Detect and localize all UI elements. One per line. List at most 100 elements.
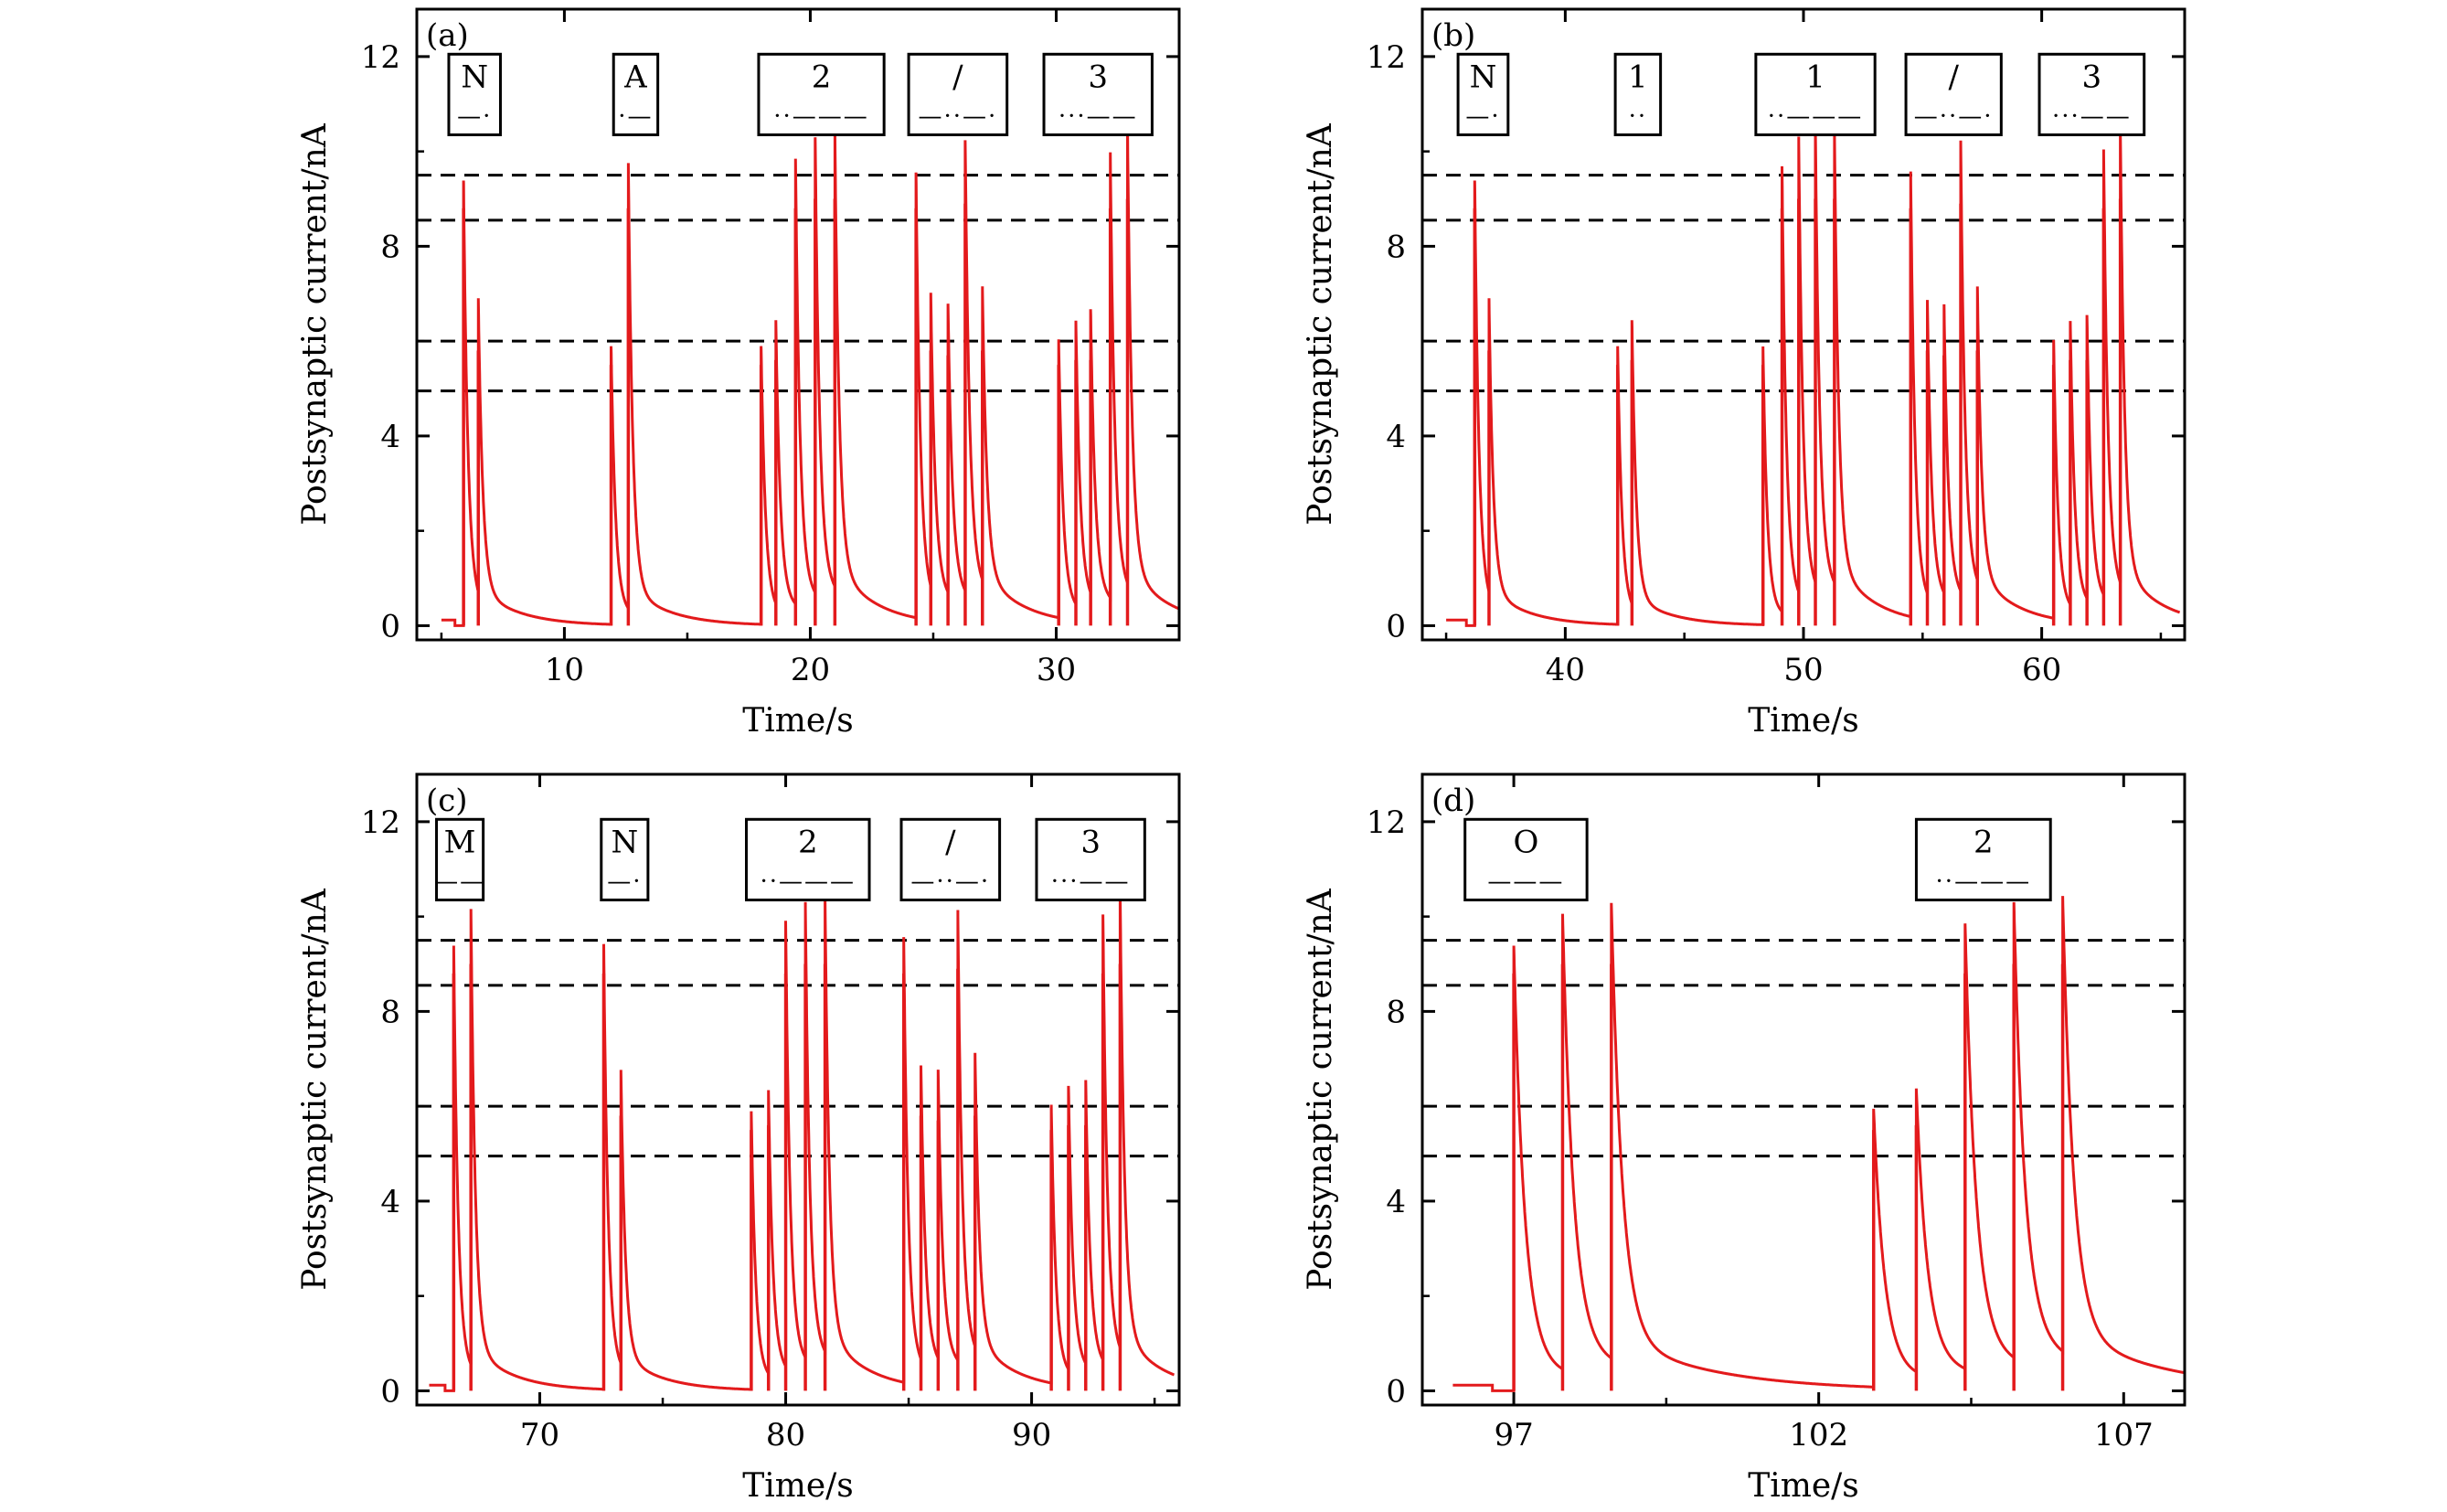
symbol-code: —— <box>434 868 485 895</box>
panel-label: (d) <box>1431 783 1475 819</box>
x-tick-label: 90 <box>1012 1417 1051 1453</box>
y-tick-label: 12 <box>1367 39 1406 76</box>
symbol-frame <box>447 52 502 136</box>
symbol-code: —· <box>457 102 492 130</box>
symbol-box: 3 ···—— <box>1042 52 1154 136</box>
x-axis-label: Time/s <box>1748 702 1859 740</box>
y-axis-label: Postsynaptic current/nA <box>1302 888 1339 1291</box>
symbol-letter: O <box>1513 824 1538 860</box>
y-tick-label: 0 <box>1386 608 1406 644</box>
x-tick-label: 60 <box>2022 652 2061 688</box>
symbol-box: O ——— <box>1463 817 1589 901</box>
symbol-frame <box>745 817 871 901</box>
panel-b: N —· 1 ·· 1 ··——— / —··—· 3 ···—— 0 4 8 12 40 50 60 (b) Ti… <box>1302 7 2186 740</box>
panel-c: M —— N —· 2 ··——— / —··—· 3 ···—— 0 4 8 12 70 80 90 (c) Ti… <box>296 772 1181 1505</box>
y-tick-label: 8 <box>1386 994 1406 1030</box>
symbol-letter: 1 <box>1628 59 1648 95</box>
panel-label: (a) <box>426 17 469 54</box>
symbol-box: 3 ···—— <box>2037 52 2146 136</box>
symbol-box: 2 ··——— <box>745 817 871 901</box>
y-tick-label: 8 <box>1386 229 1406 265</box>
current-trace <box>1446 126 2181 627</box>
y-tick-label: 12 <box>361 39 400 76</box>
symbol-letter: / <box>952 59 963 95</box>
x-tick-label: 50 <box>1783 652 1823 688</box>
symbol-code: —··—· <box>918 102 997 130</box>
symbol-letter: 3 <box>2082 59 2102 95</box>
symbol-letter: N <box>461 59 488 95</box>
panel-d: O ——— 2 ··——— 0 4 8 12 97 102 107 (d) Time/s Postsyna… <box>1302 772 2186 1505</box>
current-trace <box>429 892 1175 1392</box>
symbol-frame <box>1613 52 1663 136</box>
panel-label: (c) <box>426 783 468 819</box>
symbol-box: N —· <box>1456 52 1510 136</box>
symbol-box: / —··—· <box>1904 52 2003 136</box>
x-tick-label: 20 <box>791 652 830 688</box>
symbol-box: 1 ·· <box>1613 52 1663 136</box>
current-trace <box>1452 896 2186 1392</box>
symbol-letter: N <box>1470 59 1497 95</box>
symbol-frame <box>1754 52 1877 136</box>
symbol-code: ·· <box>1629 102 1648 130</box>
symbol-box: N —· <box>600 817 650 901</box>
symbol-frame <box>1042 52 1154 136</box>
panel-label: (b) <box>1431 17 1475 54</box>
symbol-frame <box>435 817 485 901</box>
x-tick-label: 70 <box>520 1417 559 1453</box>
x-tick-label: 80 <box>766 1417 805 1453</box>
symbol-letter: 1 <box>1805 59 1825 95</box>
plot-frame <box>415 772 1181 1407</box>
symbol-code: ···—— <box>1051 868 1131 895</box>
y-axis-label: Postsynaptic current/nA <box>1302 122 1339 526</box>
symbol-letter: A <box>623 59 647 95</box>
y-tick-label: 4 <box>380 1184 400 1220</box>
symbol-box: N —· <box>447 52 502 136</box>
symbol-letter: 2 <box>798 824 818 860</box>
symbol-letter: 3 <box>1088 59 1108 95</box>
symbol-code: ·— <box>618 102 653 130</box>
y-tick-label: 0 <box>1386 1373 1406 1410</box>
symbol-code: —··—· <box>910 868 990 895</box>
symbol-code: ···—— <box>1059 102 1138 130</box>
symbol-box: / —··—· <box>899 817 1002 901</box>
y-tick-label: 12 <box>361 804 400 841</box>
symbol-box: 1 ··——— <box>1754 52 1877 136</box>
symbol-letter: 2 <box>812 59 832 95</box>
x-axis-label: Time/s <box>742 1467 854 1505</box>
x-tick-label: 107 <box>2094 1417 2154 1453</box>
symbol-code: ··——— <box>760 868 856 895</box>
x-axis-label: Time/s <box>1748 1467 1859 1505</box>
symbol-code: ···—— <box>2052 102 2132 130</box>
symbol-frame <box>600 817 650 901</box>
symbol-frame <box>1914 817 2052 901</box>
plot-frame <box>1420 772 2186 1407</box>
plot-frame <box>415 7 1181 642</box>
x-tick-label: 97 <box>1494 1417 1533 1453</box>
current-trace <box>441 127 1180 627</box>
symbol-letter: M <box>444 824 476 860</box>
y-tick-label: 0 <box>380 1373 400 1410</box>
y-tick-label: 8 <box>380 229 400 265</box>
symbol-frame <box>899 817 1002 901</box>
symbol-code: ··——— <box>1768 102 1864 130</box>
symbol-code: ··——— <box>1936 868 2032 895</box>
symbol-box: / —··—· <box>907 52 1009 136</box>
y-tick-label: 4 <box>380 419 400 455</box>
symbol-box: M —— <box>434 817 485 901</box>
symbol-frame <box>612 52 660 136</box>
y-tick-label: 8 <box>380 994 400 1030</box>
y-tick-label: 4 <box>1386 419 1406 455</box>
symbol-code: ··——— <box>773 102 869 130</box>
panel-a: N —· A ·— 2 ··——— / —··—· 3 ···—— 0 4 8 12 10 20 30 (a) Ti… <box>296 7 1181 740</box>
symbol-frame <box>757 52 886 136</box>
x-tick-label: 40 <box>1546 652 1585 688</box>
symbol-code: —··—· <box>1914 102 1994 130</box>
symbol-frame <box>2037 52 2146 136</box>
symbol-box: 3 ···—— <box>1035 817 1146 901</box>
symbol-box: 2 ··——— <box>757 52 886 136</box>
symbol-box: A ·— <box>612 52 660 136</box>
symbol-code: —· <box>1465 102 1500 130</box>
x-axis-label: Time/s <box>742 702 854 740</box>
symbol-letter: N <box>611 824 638 860</box>
